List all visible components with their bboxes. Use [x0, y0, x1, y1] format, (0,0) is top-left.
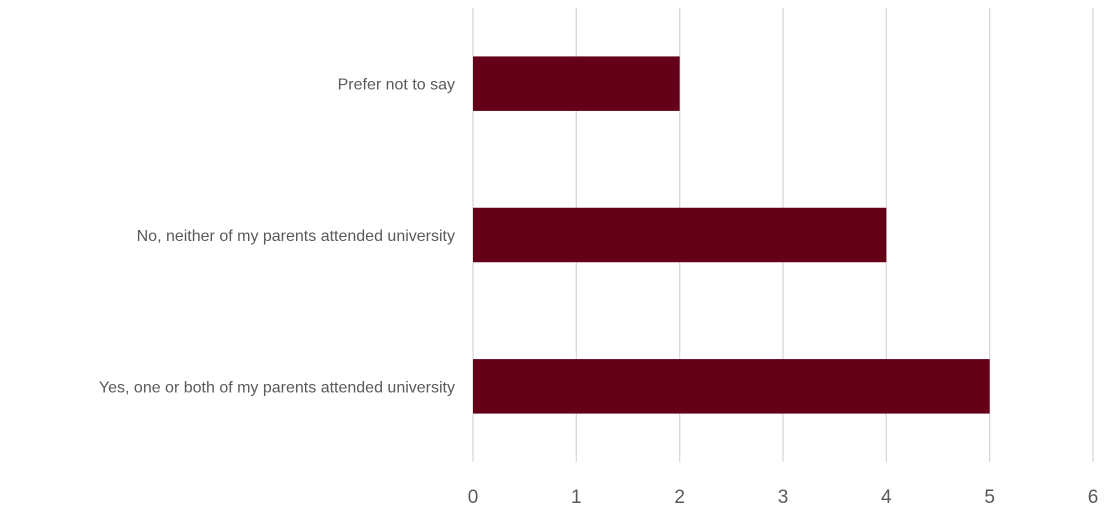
bar	[473, 207, 887, 263]
x-tick-label: 0	[468, 487, 479, 508]
x-tick-label: 2	[674, 487, 685, 508]
category-label: No, neither of my parents attended unive…	[137, 228, 455, 245]
bar	[473, 56, 680, 111]
x-tick-label: 3	[778, 487, 789, 508]
x-tick-label: 5	[984, 487, 995, 508]
x-tick-label: 1	[571, 487, 582, 508]
bars	[473, 56, 990, 414]
category-labels: Yes, one or both of my parents attended …	[99, 77, 455, 397]
category-label: Yes, one or both of my parents attended …	[99, 379, 455, 396]
x-tick-label: 6	[1088, 487, 1099, 508]
x-axis-tick-labels: 0 1 2 3 4 5 6	[468, 487, 1099, 508]
x-tick-label: 4	[881, 487, 892, 508]
bar	[473, 359, 990, 414]
category-label: Prefer not to say	[338, 77, 455, 94]
